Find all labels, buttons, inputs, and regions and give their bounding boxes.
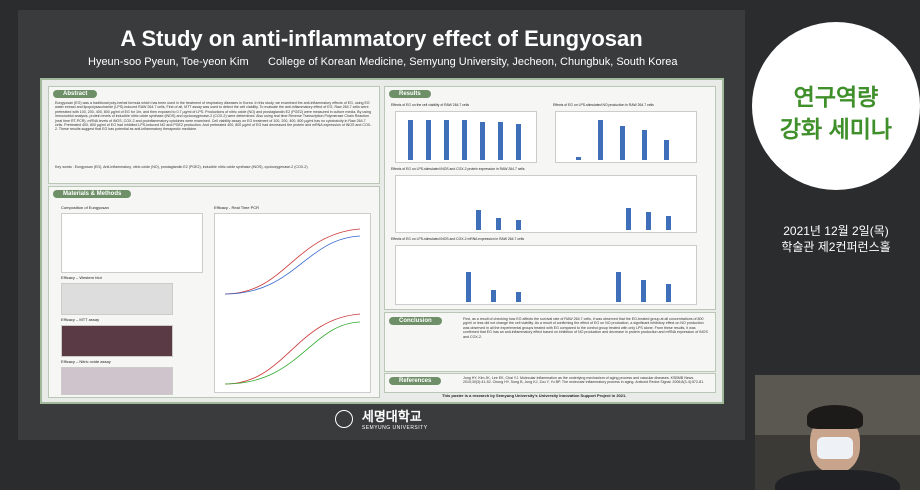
- blot-image: [61, 283, 173, 315]
- method-label: Efficacy - Real Time PCR: [214, 205, 260, 210]
- section-heading: Materials & Methods: [53, 190, 132, 198]
- figure: [555, 111, 697, 163]
- method-label: Efficacy – Western blot: [61, 275, 102, 280]
- poster-board: Abstract Eungyosan (EG) was a traditiona…: [40, 78, 724, 404]
- method-label: Composition of Eungyosan: [61, 205, 109, 210]
- abstract-text: Eungyosan (EG) was a traditional poly-he…: [55, 101, 372, 132]
- keywords: Key words : Eungyosan (EG), Anti-inflamm…: [55, 165, 308, 169]
- method-label: Efficacy – MTT assay: [61, 317, 100, 322]
- composition-table: [61, 213, 203, 273]
- logo-korean: 세명대학교: [361, 409, 422, 424]
- section-heading: References: [389, 377, 442, 385]
- seminar-venue: 학술관 제2컨퍼런스홀: [781, 240, 891, 254]
- section-heading: Abstract: [53, 90, 98, 98]
- methods-panel: Materials & Methods Composition of Eungy…: [48, 186, 380, 398]
- seminar-date: 2021년 12월 2일(목): [783, 224, 889, 238]
- poster-title: A Study on anti-inflammatory effect of E…: [120, 26, 643, 51]
- figure: [395, 175, 697, 233]
- webcam-video: [755, 375, 920, 490]
- section-heading: Conclusion: [389, 317, 442, 325]
- method-label: Efficacy – Nitric oxide assay: [61, 359, 111, 364]
- references-panel: References Jung HY, Kim JK, Lee EK, Chai…: [384, 373, 716, 393]
- result-label: Effects of EG on LPS-stimulated NO produ…: [553, 103, 654, 107]
- logo-english: SEMYUNG UNIVERSITY: [361, 425, 428, 431]
- pcr-curves: [214, 213, 371, 393]
- result-label: Effects of EG on the cell viability of R…: [391, 103, 470, 107]
- conclusion-panel: Conclusion First, as a result of checkin…: [384, 312, 716, 372]
- seminar-title: 강화 세미나: [779, 116, 893, 142]
- figure: [395, 245, 697, 305]
- conclusion-text: First, as a result of checking how EG af…: [463, 317, 708, 339]
- result-label: Effects of EG on LPS-stimulated iNOS and…: [391, 237, 525, 241]
- seminar-badge: [752, 22, 920, 190]
- acknowledgement: This poster is a research by Semyung Uni…: [442, 393, 627, 398]
- university-logo: 세명대학교 SEMYUNG UNIVERSITY: [18, 406, 745, 431]
- abstract-panel: Abstract Eungyosan (EG) was a traditiona…: [48, 86, 380, 184]
- authors: Hyeun-soo Pyeun, Toe-yeon Kim: [88, 56, 249, 68]
- seminar-title: 연구역량: [793, 84, 879, 110]
- no-assay-image: [61, 367, 173, 395]
- results-panel: Results Effects of EG on the cell viabil…: [384, 86, 716, 310]
- result-label: Effects of EG on LPS-stimulated iNOS and…: [391, 167, 525, 171]
- mtt-image: [61, 325, 173, 357]
- references-text: Jung HY, Kim JK, Lee EK, Chai YJ. Molecu…: [463, 376, 705, 385]
- slide: A Study on anti-inflammatory effect of E…: [18, 10, 745, 440]
- figure: [395, 111, 537, 163]
- affiliation: College of Korean Medicine, Semyung Univ…: [268, 56, 678, 68]
- section-heading: Results: [389, 90, 431, 98]
